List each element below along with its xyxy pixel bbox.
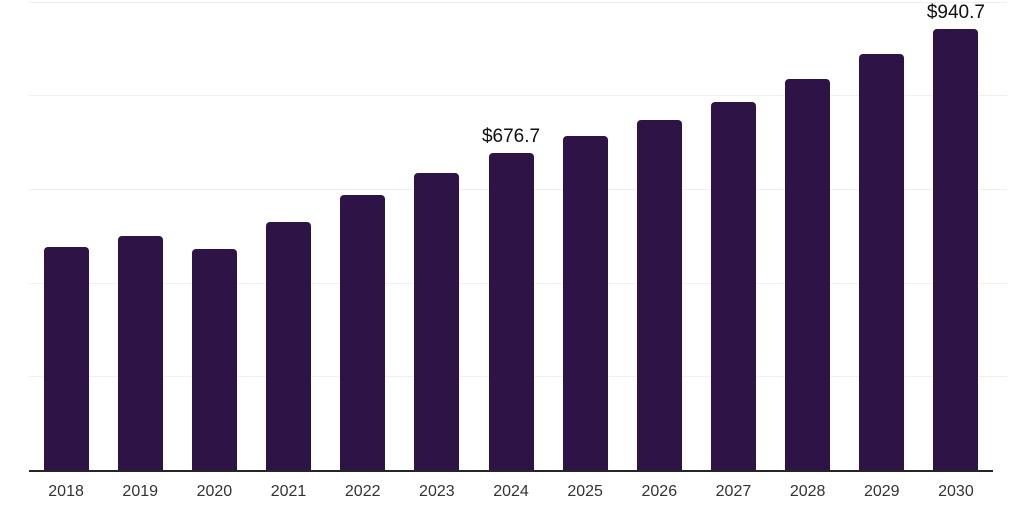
bar-2029 xyxy=(859,54,905,470)
bar-2019 xyxy=(117,235,163,470)
bar-2028 xyxy=(785,78,831,470)
bar-2022 xyxy=(340,194,386,470)
x-tick-label-2022: 2022 xyxy=(344,483,381,500)
x-tick-label-2028: 2028 xyxy=(789,483,826,500)
value-label-2024: $676.7 xyxy=(481,125,541,147)
x-tick-label-2025: 2025 xyxy=(567,483,603,500)
x-tick-label-2023: 2023 xyxy=(419,483,455,500)
bar-2018 xyxy=(43,246,89,470)
x-tick-label-2021: 2021 xyxy=(270,483,307,500)
bar-2024 xyxy=(488,152,534,470)
bar-2020 xyxy=(191,249,237,470)
value-label-2030: $940.7 xyxy=(926,2,985,24)
x-tick-label-2018: 2018 xyxy=(48,483,84,500)
x-tick-label-2029: 2029 xyxy=(863,483,900,500)
bar-2025 xyxy=(562,136,608,470)
x-tick-label-2019: 2019 xyxy=(122,483,159,500)
bar-2030 xyxy=(933,29,979,470)
bar-2023 xyxy=(414,173,460,470)
x-axis-line xyxy=(29,470,993,472)
x-tick-label-2020: 2020 xyxy=(196,483,233,500)
x-tick-label-2026: 2026 xyxy=(641,483,678,500)
x-tick-label-2024: 2024 xyxy=(493,483,529,500)
gridline xyxy=(29,1,1007,3)
x-tick-label-2027: 2027 xyxy=(715,483,752,500)
gridline xyxy=(29,95,1007,97)
bar-2027 xyxy=(710,101,756,470)
x-tick-label-2030: 2030 xyxy=(938,483,974,500)
bar-2026 xyxy=(636,119,682,470)
bar-2021 xyxy=(266,222,312,470)
